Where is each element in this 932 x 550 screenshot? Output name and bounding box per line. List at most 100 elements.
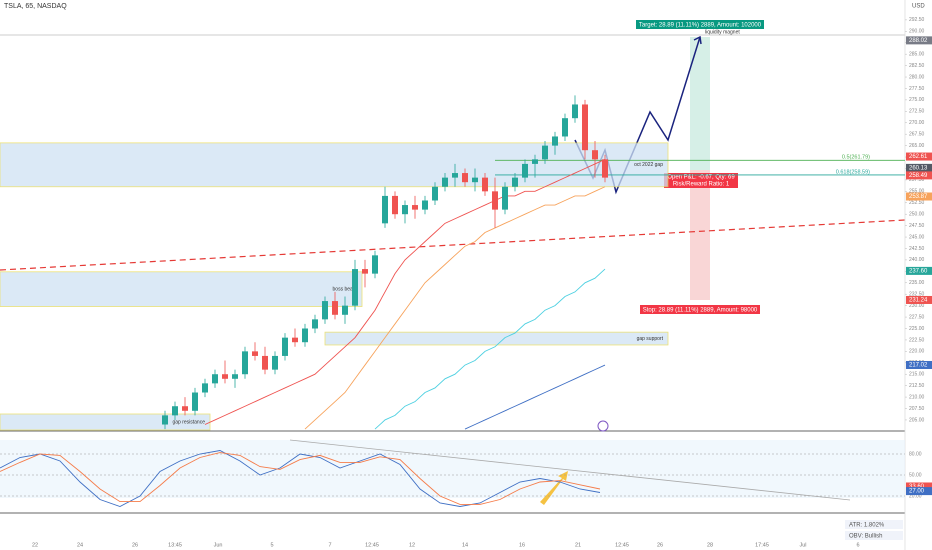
event-icon (597, 420, 609, 432)
y-tick-label: 285.00 (909, 52, 925, 58)
y-tick-label: 220.00 (909, 349, 925, 355)
x-tick-label: 26 (657, 542, 663, 548)
y-tick-label: 225.00 (909, 326, 925, 332)
candle-body (172, 406, 178, 416)
projection-head (693, 35, 702, 45)
y-tick-label: 265.00 (909, 143, 925, 149)
candle-body (242, 351, 248, 375)
candle-body (342, 305, 348, 315)
candle-body (222, 374, 228, 379)
pnl-label: Open P&L: -0.67, Qty: 69 (667, 175, 735, 181)
price-label: 237.60 (909, 268, 928, 274)
oscillator-band (0, 440, 905, 498)
candle-body (462, 173, 468, 183)
x-tick-label: 7 (328, 542, 331, 548)
candle-body (262, 355, 268, 370)
y-tick-label: 232.50 (909, 292, 925, 298)
candle-body (582, 104, 588, 151)
rr-label: Risk/Reward Ratio: 1 (673, 182, 730, 188)
candle-body (432, 186, 438, 201)
candle-body (402, 205, 408, 215)
price-box (906, 152, 932, 161)
candle-body (382, 195, 388, 224)
ma-line (204, 158, 606, 425)
target-area (690, 37, 710, 170)
candle-body (212, 374, 218, 384)
candle-body (492, 191, 498, 210)
fib-label: 0.618(258.59) (836, 169, 870, 175)
y-tick-label: 207.50 (909, 406, 925, 412)
stop-box (640, 305, 760, 314)
y-tick-label: 277.50 (909, 86, 925, 92)
target-label: Target: 28.89 (11.11%) 2889, Amount: 102… (639, 23, 762, 29)
x-tick-label: 24 (77, 542, 83, 548)
y-tick-label: 230.00 (909, 303, 925, 309)
candle-body (602, 159, 608, 178)
candle-body (572, 104, 578, 119)
x-tick-label: 21 (575, 542, 581, 548)
ma-line (464, 364, 606, 430)
stop-area (690, 170, 710, 300)
candle-body (472, 177, 478, 183)
candle-body (592, 150, 598, 160)
price-label: 217.02 (909, 363, 928, 369)
y-tick-label: 255.00 (909, 189, 925, 195)
candle-body (332, 301, 338, 315)
x-tick-label: 28 (707, 542, 713, 548)
y-tick-label: 280.00 (909, 74, 925, 80)
x-tick-label: 22 (32, 542, 38, 548)
candle-body (412, 205, 418, 210)
candle-body (502, 186, 508, 210)
y-tick-label: 272.50 (909, 109, 925, 115)
fib-label: 0.5(261.79) (842, 155, 870, 161)
price-box (906, 36, 932, 45)
candle-body (352, 269, 358, 306)
zone-label: gap support (637, 336, 664, 342)
candle-body (392, 195, 398, 215)
x-tick-label: 26 (132, 542, 138, 548)
candle-body (532, 159, 538, 164)
y-tick-label: 240.00 (909, 257, 925, 263)
y-tick-label: 290.00 (909, 29, 925, 35)
candle-body (362, 269, 368, 274)
candle-body (252, 351, 258, 356)
candle-body (522, 163, 528, 178)
candle-body (162, 415, 168, 425)
candle-body (482, 177, 488, 192)
price-box (906, 266, 932, 275)
y-tick-label: 252.50 (909, 200, 925, 206)
osc-tick-label: 80.00 (909, 451, 922, 457)
osc-line (0, 450, 601, 507)
price-box (906, 360, 932, 369)
zone (0, 142, 669, 188)
x-tick-label: 6 (856, 542, 859, 548)
arrow (540, 471, 568, 505)
y-tick-label: 250.00 (909, 212, 925, 218)
y-tick-label: 205.00 (909, 417, 925, 423)
y-tick-label: 210.00 (909, 394, 925, 400)
candle-body (272, 355, 278, 370)
annotation: liquidity magnet (705, 29, 740, 35)
y-tick-label: 267.50 (909, 132, 925, 138)
candle-body (322, 301, 328, 320)
y-tick-label: 275.00 (909, 97, 925, 103)
y-tick-label: 247.50 (909, 223, 925, 229)
y-tick-label: 282.50 (909, 63, 925, 69)
x-tick-label: Jul (799, 542, 806, 548)
y-tick-label: 257.50 (909, 177, 925, 183)
ma-line (374, 268, 606, 430)
indicator-box (845, 520, 903, 529)
x-tick-label: 14 (462, 542, 468, 548)
y-tick-label: 235.00 (909, 280, 925, 286)
price-label: 253.87 (909, 194, 928, 200)
price-box (906, 163, 932, 172)
chart-title: TSLA, 65, NASDAQ (4, 3, 67, 10)
ma-line (304, 186, 606, 430)
y-tick-label: 245.00 (909, 234, 925, 240)
candle-body (512, 177, 518, 187)
zone-label: boss bears (333, 287, 358, 293)
price-label: 258.49 (909, 173, 928, 179)
candle-body (562, 118, 568, 137)
